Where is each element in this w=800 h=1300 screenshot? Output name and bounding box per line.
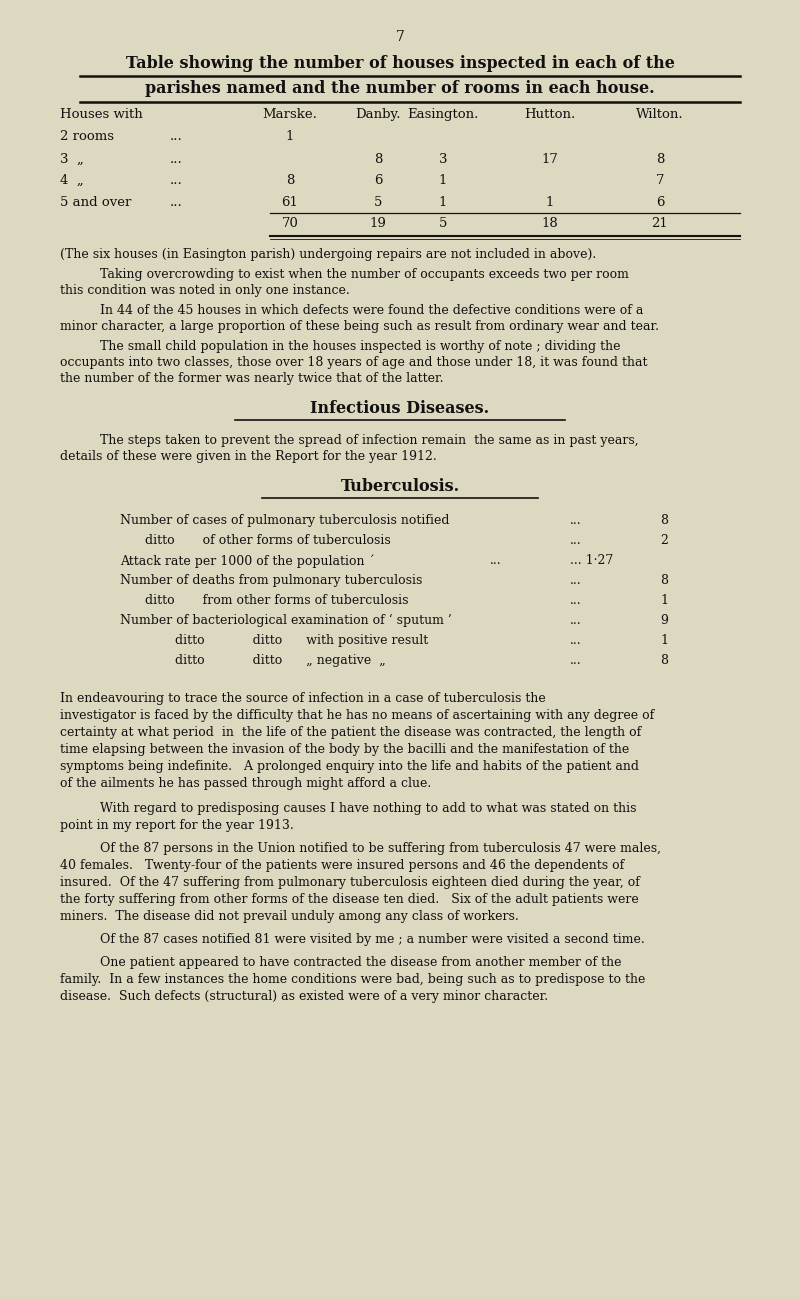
- Text: 8: 8: [660, 575, 668, 588]
- Text: ditto            ditto      with positive result: ditto ditto with positive result: [175, 634, 428, 647]
- Text: 1: 1: [660, 594, 668, 607]
- Text: Hutton.: Hutton.: [524, 108, 576, 121]
- Text: 8: 8: [656, 153, 664, 166]
- Text: 4  „: 4 „: [60, 174, 84, 187]
- Text: 1: 1: [439, 196, 447, 209]
- Text: 1: 1: [439, 174, 447, 187]
- Text: Houses with: Houses with: [60, 108, 142, 121]
- Text: One patient appeared to have contracted the disease from another member of the: One patient appeared to have contracted …: [100, 956, 622, 968]
- Text: 7: 7: [395, 30, 405, 44]
- Text: 40 females.   Twenty-four of the patients were insured persons and 46 the depend: 40 females. Twenty-four of the patients …: [60, 859, 624, 872]
- Text: symptoms being indefinite.   A prolonged enquiry into the life and habits of the: symptoms being indefinite. A prolonged e…: [60, 760, 639, 774]
- Text: In endeavouring to trace the source of infection in a case of tuberculosis the: In endeavouring to trace the source of i…: [60, 692, 546, 705]
- Text: ...: ...: [490, 554, 502, 567]
- Text: 8: 8: [660, 654, 668, 667]
- Text: ...: ...: [570, 654, 582, 667]
- Text: ...: ...: [570, 594, 582, 607]
- Text: ditto       of other forms of tuberculosis: ditto of other forms of tuberculosis: [145, 534, 390, 547]
- Text: ...: ...: [570, 534, 582, 547]
- Text: Of the 87 persons in the Union notified to be suffering from tuberculosis 47 wer: Of the 87 persons in the Union notified …: [100, 842, 661, 855]
- Text: this condition was noted in only one instance.: this condition was noted in only one ins…: [60, 283, 350, 296]
- Text: 7: 7: [656, 174, 664, 187]
- Text: 61: 61: [282, 196, 298, 209]
- Text: Of the 87 cases notified 81 were visited by me ; a number were visited a second : Of the 87 cases notified 81 were visited…: [100, 933, 645, 946]
- Text: point in my report for the year 1913.: point in my report for the year 1913.: [60, 819, 294, 832]
- Text: 6: 6: [374, 174, 382, 187]
- Text: 3  „: 3 „: [60, 153, 84, 166]
- Text: miners.  The disease did not prevail unduly among any class of workers.: miners. The disease did not prevail undu…: [60, 910, 518, 923]
- Text: Table showing the number of houses inspected in each of the: Table showing the number of houses inspe…: [126, 55, 674, 72]
- Text: 70: 70: [282, 217, 298, 230]
- Text: ... 1·27: ... 1·27: [570, 554, 614, 567]
- Text: 8: 8: [660, 514, 668, 526]
- Text: 19: 19: [370, 217, 386, 230]
- Text: minor character, a large proportion of these being such as result from ordinary : minor character, a large proportion of t…: [60, 320, 659, 333]
- Text: ...: ...: [570, 514, 582, 526]
- Text: Number of bacteriological examination of ‘ sputum ’: Number of bacteriological examination of…: [120, 614, 452, 627]
- Text: 8: 8: [286, 174, 294, 187]
- Text: 9: 9: [660, 614, 668, 627]
- Text: With regard to predisposing causes I have nothing to add to what was stated on t: With regard to predisposing causes I hav…: [100, 802, 637, 815]
- Text: 2 rooms: 2 rooms: [60, 130, 114, 143]
- Text: parishes named and the number of rooms in each house.: parishes named and the number of rooms i…: [145, 81, 655, 98]
- Text: Tuberculosis.: Tuberculosis.: [341, 478, 459, 495]
- Text: disease.  Such defects (structural) as existed were of a very minor character.: disease. Such defects (structural) as ex…: [60, 991, 548, 1004]
- Text: The small child population in the houses inspected is worthy of note ; dividing : The small child population in the houses…: [100, 341, 621, 354]
- Text: ...: ...: [570, 575, 582, 588]
- Text: certainty at what period  in  the life of the patient the disease was contracted: certainty at what period in the life of …: [60, 725, 642, 738]
- Text: Marske.: Marske.: [262, 108, 318, 121]
- Text: Wilton.: Wilton.: [636, 108, 684, 121]
- Text: the forty suffering from other forms of the disease ten died.   Six of the adult: the forty suffering from other forms of …: [60, 893, 638, 906]
- Text: 21: 21: [652, 217, 668, 230]
- Text: ...: ...: [170, 153, 182, 166]
- Text: details of these were given in the Report for the year 1912.: details of these were given in the Repor…: [60, 450, 437, 463]
- Text: Danby.: Danby.: [355, 108, 401, 121]
- Text: 2: 2: [660, 534, 668, 547]
- Text: family.  In a few instances the home conditions were bad, being such as to predi: family. In a few instances the home cond…: [60, 972, 646, 985]
- Text: ...: ...: [170, 196, 182, 209]
- Text: 5: 5: [439, 217, 447, 230]
- Text: investigator is faced by the difficulty that he has no means of ascertaining wit: investigator is faced by the difficulty …: [60, 708, 654, 722]
- Text: Number of deaths from pulmonary tuberculosis: Number of deaths from pulmonary tubercul…: [120, 575, 422, 588]
- Text: 8: 8: [374, 153, 382, 166]
- Text: The steps taken to prevent the spread of infection remain  the same as in past y: The steps taken to prevent the spread of…: [100, 434, 638, 447]
- Text: occupants into two classes, those over 18 years of age and those under 18, it wa: occupants into two classes, those over 1…: [60, 356, 647, 369]
- Text: Number of cases of pulmonary tuberculosis notified: Number of cases of pulmonary tuberculosi…: [120, 514, 450, 526]
- Text: insured.  Of the 47 suffering from pulmonary tuberculosis eighteen died during t: insured. Of the 47 suffering from pulmon…: [60, 876, 640, 889]
- Text: Taking overcrowding to exist when the number of occupants exceeds two per room: Taking overcrowding to exist when the nu…: [100, 268, 629, 281]
- Text: the number of the former was nearly twice that of the latter.: the number of the former was nearly twic…: [60, 372, 443, 385]
- Text: ...: ...: [570, 614, 582, 627]
- Text: In 44 of the 45 houses in which defects were found the defective conditions were: In 44 of the 45 houses in which defects …: [100, 304, 643, 317]
- Text: ditto            ditto      „ negative  „: ditto ditto „ negative „: [175, 654, 386, 667]
- Text: Attack rate per 1000 of the population ´: Attack rate per 1000 of the population ´: [120, 554, 374, 568]
- Text: 6: 6: [656, 196, 664, 209]
- Text: 5 and over: 5 and over: [60, 196, 131, 209]
- Text: 17: 17: [542, 153, 558, 166]
- Text: 18: 18: [542, 217, 558, 230]
- Text: Infectious Diseases.: Infectious Diseases.: [310, 400, 490, 417]
- Text: 3: 3: [438, 153, 447, 166]
- Text: 1: 1: [660, 634, 668, 647]
- Text: (The six houses (in Easington parish) undergoing repairs are not included in abo: (The six houses (in Easington parish) un…: [60, 248, 596, 261]
- Text: Easington.: Easington.: [407, 108, 478, 121]
- Text: ...: ...: [170, 130, 182, 143]
- Text: time elapsing between the invasion of the body by the bacilli and the manifestat: time elapsing between the invasion of th…: [60, 744, 630, 757]
- Text: 5: 5: [374, 196, 382, 209]
- Text: ditto       from other forms of tuberculosis: ditto from other forms of tuberculosis: [145, 594, 409, 607]
- Text: 1: 1: [286, 130, 294, 143]
- Text: 1: 1: [546, 196, 554, 209]
- Text: ...: ...: [170, 174, 182, 187]
- Text: of the ailments he has passed through might afford a clue.: of the ailments he has passed through mi…: [60, 777, 431, 790]
- Text: ...: ...: [570, 634, 582, 647]
